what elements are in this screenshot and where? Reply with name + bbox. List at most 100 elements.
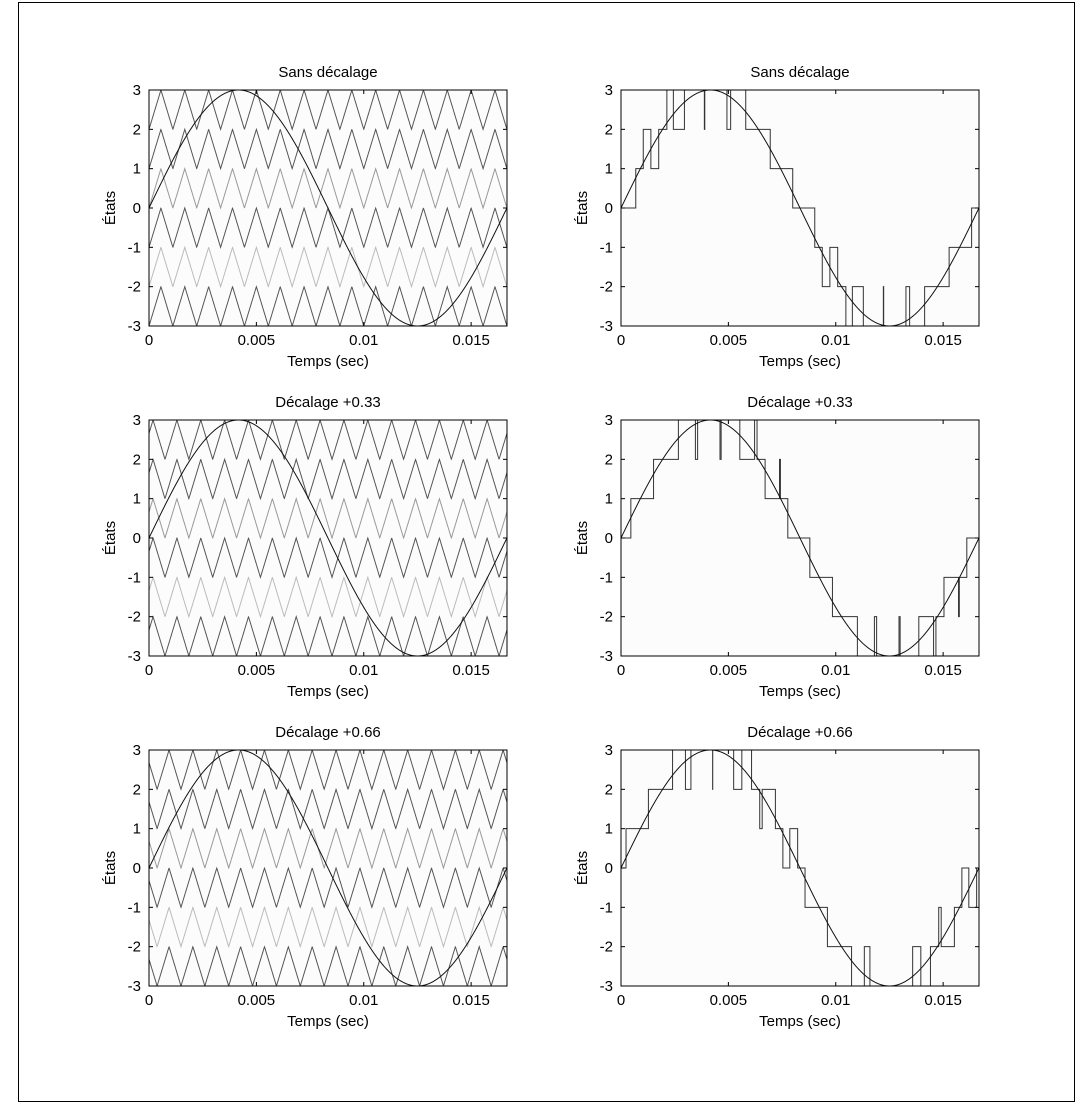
- subplot-title: Décalage +0.33: [747, 394, 853, 411]
- y-tick-label: 1: [133, 821, 141, 838]
- y-tick-label: -3: [600, 648, 613, 665]
- x-axis-label: Temps (sec): [287, 353, 369, 370]
- subplot-title: Décalage +0.33: [275, 394, 381, 411]
- y-tick-label: 0: [133, 200, 141, 217]
- y-tick-label: -3: [128, 318, 141, 335]
- x-tick-label: 0.015: [452, 992, 490, 1009]
- x-tick-label: 0.01: [349, 662, 378, 679]
- y-axis-label: États: [102, 191, 119, 225]
- y-tick-label: -1: [128, 239, 141, 256]
- carrier-wave-5: [149, 575, 507, 619]
- y-tick-label: 0: [133, 530, 141, 547]
- reference-sine: [621, 90, 979, 326]
- x-tick-label: 0.005: [238, 992, 276, 1009]
- carrier-wave-3: [149, 827, 507, 870]
- carrier-wave-2: [149, 127, 507, 171]
- x-tick-label: 0.005: [238, 662, 276, 679]
- y-tick-label: 2: [133, 451, 141, 468]
- plot-lines: [621, 420, 979, 656]
- y-axis-label: États: [102, 851, 119, 885]
- y-tick-label: 0: [605, 860, 613, 877]
- carrier-wave-6: [149, 945, 507, 986]
- y-tick-label: 3: [133, 742, 141, 759]
- y-tick-label: -2: [600, 609, 613, 626]
- subplot-title: Décalage +0.66: [747, 724, 853, 741]
- y-tick-label: -3: [600, 318, 613, 335]
- reference-sine: [149, 750, 507, 986]
- y-axis-label: États: [574, 851, 591, 885]
- x-tick-label: 0.015: [924, 662, 962, 679]
- y-tick-label: 1: [133, 491, 141, 508]
- subplot-title: Sans décalage: [750, 64, 849, 81]
- x-tick-label: 0.015: [924, 992, 962, 1009]
- y-tick-label: 3: [133, 82, 141, 99]
- y-tick-label: 1: [605, 821, 613, 838]
- plot-lines: [621, 750, 979, 986]
- y-tick-label: 1: [133, 161, 141, 178]
- carrier-wave-1: [149, 420, 507, 461]
- x-tick-label: 0.01: [821, 662, 850, 679]
- y-tick-label: 3: [133, 412, 141, 429]
- subplot-left-bottom: 0 0.005 0.01 0.015 3 2 1 0 -1 -2 -3 Décalage +0.66 T…: [102, 724, 508, 1030]
- plot-lines: [621, 90, 979, 326]
- y-axis-label: États: [574, 191, 591, 225]
- figure-frame: [18, 2, 1075, 1102]
- carrier-wave-6: [149, 614, 507, 656]
- carrier-wave-5: [149, 905, 507, 949]
- subplot-right-middle: 0 0.005 0.01 0.015 3 2 1 0 -1 -2 -3 Décalage +0.33 T…: [574, 394, 980, 700]
- x-tick-label: 0.005: [238, 332, 276, 349]
- carrier-wave-3: [149, 166, 507, 210]
- subplot-right-top: 0 0.005 0.01 0.015 3 2 1 0 -1 -2 -3 Sans décalage Te…: [574, 64, 980, 370]
- y-tick-label: 2: [133, 121, 141, 138]
- carrier-wave-6: [149, 284, 507, 326]
- x-axis-label: Temps (sec): [759, 353, 841, 370]
- y-tick-label: 3: [605, 82, 613, 99]
- subplot-left-middle: 0 0.005 0.01 0.015 3 2 1 0 -1 -2 -3 Décalage +0.33 T…: [102, 394, 508, 700]
- plot-lines: [149, 750, 507, 986]
- carrier-wave-4: [149, 866, 507, 910]
- y-tick-label: 2: [605, 451, 613, 468]
- x-tick-label: 0.015: [924, 332, 962, 349]
- x-tick-label: 0: [617, 332, 625, 349]
- x-tick-label: 0.01: [349, 992, 378, 1009]
- subplot-title: Sans décalage: [278, 64, 377, 81]
- y-tick-label: -3: [128, 978, 141, 995]
- subplot-left-top: 0 0.005 0.01 0.015 3 2 1 0 -1 -2 -3 Sans décalage Te…: [102, 64, 508, 370]
- y-tick-label: 1: [605, 491, 613, 508]
- reference-sine: [621, 750, 979, 986]
- y-tick-label: -3: [600, 978, 613, 995]
- x-tick-label: 0.005: [710, 332, 748, 349]
- y-tick-label: -1: [600, 569, 613, 586]
- y-tick-label: -2: [128, 609, 141, 626]
- carrier-wave-3: [149, 496, 507, 540]
- plot-lines: [149, 420, 507, 656]
- x-tick-label: 0: [617, 992, 625, 1009]
- y-tick-label: -1: [128, 899, 141, 916]
- reference-sine: [149, 90, 507, 326]
- y-tick-label: -1: [600, 239, 613, 256]
- y-tick-label: -1: [600, 899, 613, 916]
- carrier-wave-5: [149, 245, 507, 289]
- carrier-wave-2: [149, 457, 507, 501]
- x-axis-label: Temps (sec): [759, 683, 841, 700]
- x-tick-label: 0.015: [452, 332, 490, 349]
- y-axis-label: États: [102, 521, 119, 555]
- y-tick-label: 3: [605, 412, 613, 429]
- y-tick-label: 3: [605, 742, 613, 759]
- x-tick-label: 0: [145, 332, 153, 349]
- x-tick-label: 0: [145, 992, 153, 1009]
- y-tick-label: -2: [600, 939, 613, 956]
- y-axis-label: États: [574, 521, 591, 555]
- y-tick-label: 2: [605, 121, 613, 138]
- carrier-wave-4: [149, 536, 507, 579]
- subplot-title: Décalage +0.66: [275, 724, 381, 741]
- y-tick-label: -3: [128, 648, 141, 665]
- x-tick-label: 0.015: [452, 662, 490, 679]
- y-tick-label: -2: [600, 279, 613, 296]
- y-tick-label: 0: [605, 530, 613, 547]
- subplot-right-bottom: 0 0.005 0.01 0.015 3 2 1 0 -1 -2 -3 Décalage +0.66 T…: [574, 724, 980, 1030]
- y-tick-label: 2: [133, 781, 141, 798]
- x-tick-label: 0: [145, 662, 153, 679]
- x-axis-label: Temps (sec): [759, 1013, 841, 1030]
